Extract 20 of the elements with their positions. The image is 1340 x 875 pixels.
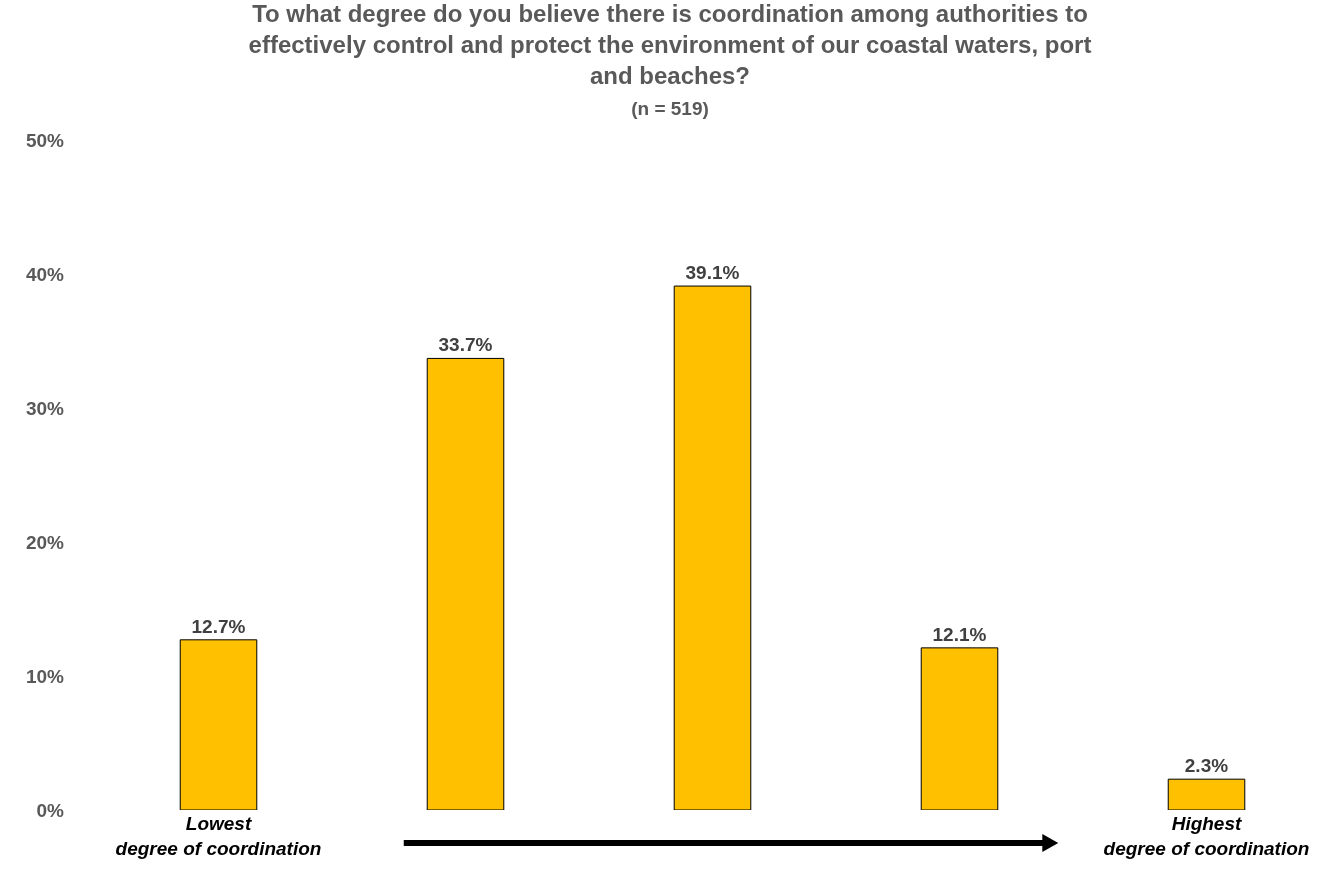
chart-subtitle: (n = 519) bbox=[631, 98, 709, 120]
data-label: 12.7% bbox=[191, 615, 246, 637]
bar bbox=[426, 357, 505, 810]
bar bbox=[1167, 778, 1246, 810]
chart-title: To what degree do you believe there is coordination among authorities to effectively control and protect the environment of our coastal waters, port and beaches? bbox=[248, 0, 1092, 90]
data-label: 33.7% bbox=[438, 334, 493, 356]
y-tick-label: 50% bbox=[25, 129, 65, 151]
bar bbox=[673, 285, 752, 810]
x-tick-label: Lowest degree of coordination bbox=[115, 813, 322, 859]
y-tick-label: 20% bbox=[25, 531, 65, 553]
y-tick-label: 10% bbox=[25, 665, 65, 687]
data-label: 12.1% bbox=[932, 623, 987, 645]
bar bbox=[920, 647, 999, 810]
y-tick-label: 30% bbox=[25, 397, 65, 419]
bar bbox=[179, 639, 258, 810]
y-tick-label: 0% bbox=[36, 799, 65, 821]
data-label: 2.3% bbox=[1184, 755, 1229, 777]
y-tick-label: 40% bbox=[25, 263, 65, 285]
x-tick-label: Highest degree of coordination bbox=[1103, 813, 1310, 859]
data-label: 39.1% bbox=[685, 262, 740, 284]
